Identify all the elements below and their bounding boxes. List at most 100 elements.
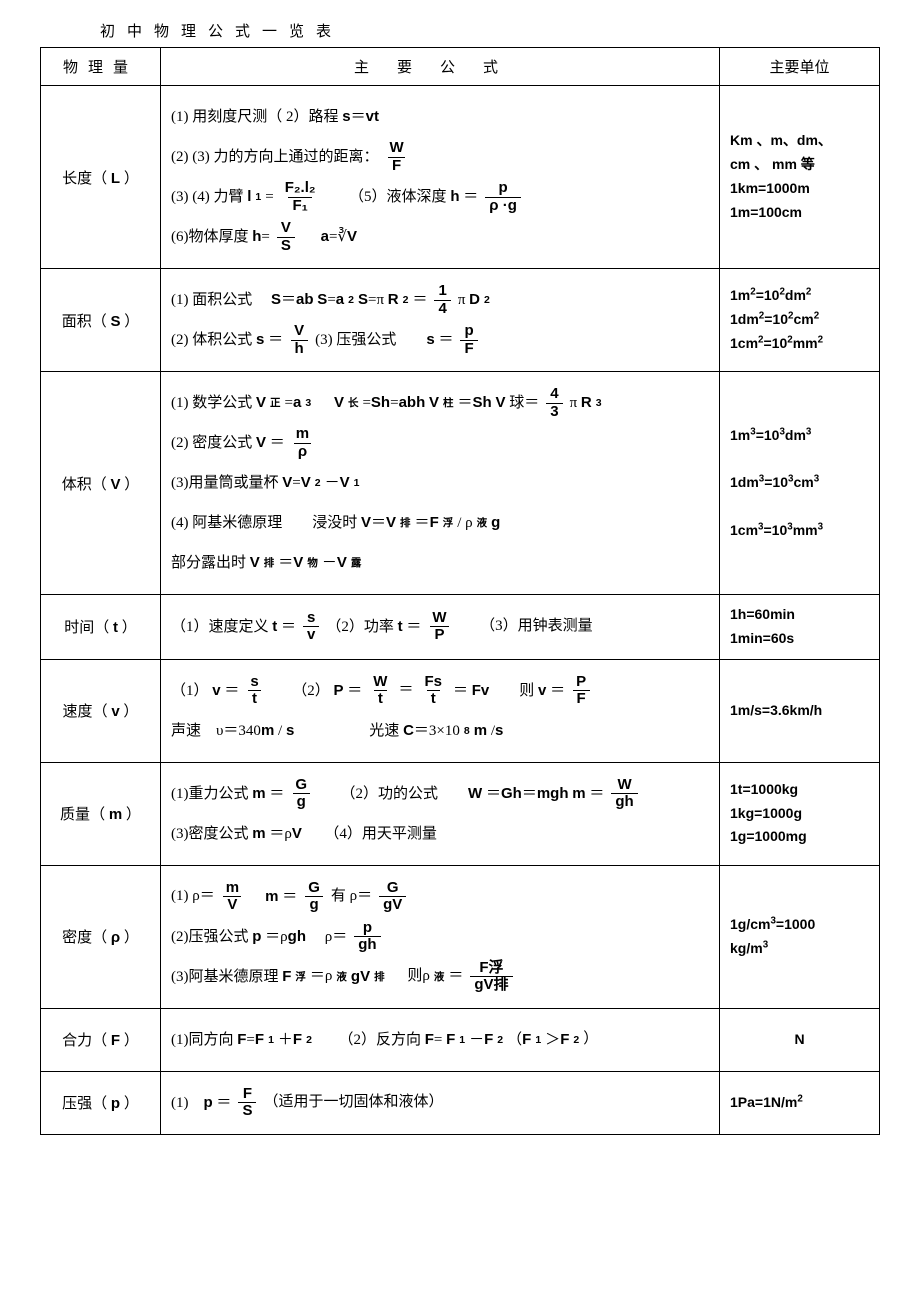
qty-cell: 体积（ V ）: [41, 372, 161, 595]
qty-symbol: L: [111, 170, 120, 187]
qty-symbol: v: [111, 703, 119, 720]
unit-line: 1g=1000mg: [730, 825, 869, 849]
unit-line: 1cm2=102mm2: [730, 332, 869, 356]
formula-cell: (1) p ＝FS （适用于一切固体和液体）: [161, 1071, 720, 1134]
qty-label: 长度: [62, 171, 92, 187]
unit-line: 1t=1000kg: [730, 778, 869, 802]
unit-line: 1kg=1000g: [730, 802, 869, 826]
qty-cell: 合力（ F ）: [41, 1008, 161, 1071]
unit-line: [730, 447, 869, 471]
header-unit: 主要单位: [720, 48, 880, 86]
formula-table: 物理量 主要公式 主要单位 长度（ L ）(1) 用刻度尺测（ 2）路程 s＝v…: [40, 47, 880, 1135]
qty-label: 体积: [62, 477, 92, 493]
unit-cell: 1m3=103dm3 1dm3=103cm3 1cm3=103mm3: [720, 372, 880, 595]
formula-line: (1) 用刻度尺测（ 2）路程 s＝vt: [171, 100, 709, 134]
formula-line: (2)压强公式 p ＝ρgh ρ＝pgh: [171, 920, 709, 954]
qty-symbol: F: [111, 1032, 120, 1049]
unit-line: [730, 495, 869, 519]
unit-line: 1km=1000m: [730, 177, 869, 201]
formula-line: (6)物体厚度 h=VS a=∛V: [171, 220, 709, 254]
formula-cell: （1） v ＝st （2） P ＝Wt ＝ Fst ＝ Fv 则 v ＝PF 声速…: [161, 659, 720, 762]
unit-line: N: [730, 1028, 869, 1052]
formula-line: 部分露出时 V排＝V物－V露: [171, 546, 709, 580]
table-row: 时间（ t ） （1）速度定义 t ＝sv（2）功率 t ＝WP （3）用钟表测量…: [41, 595, 880, 660]
unit-line: 1dm2=102cm2: [730, 308, 869, 332]
table-row: 合力（ F ） (1)同方向 F=F1＋F2 （2）反方向 F= F1－F2（F1…: [41, 1008, 880, 1071]
qty-cell: 长度（ L ）: [41, 86, 161, 269]
formula-line: (1) 面积公式 S＝ab S=a2 S=π R2 ＝ 14 π D2: [171, 283, 709, 317]
unit-line: 1m/s=3.6km/h: [730, 699, 869, 723]
unit-line: 1h=60min: [730, 603, 869, 627]
qty-label: 密度: [62, 930, 92, 946]
header-formula: 主要公式: [161, 48, 720, 86]
unit-line: 1dm3=103cm3: [730, 471, 869, 495]
unit-line: 1cm3=103mm3: [730, 519, 869, 543]
formula-cell: (1)同方向 F=F1＋F2 （2）反方向 F= F1－F2（F1＞F2）: [161, 1008, 720, 1071]
unit-line: kg/m3: [730, 937, 869, 961]
unit-cell: 1t=1000kg1kg=1000g1g=1000mg: [720, 762, 880, 865]
qty-symbol: S: [111, 313, 121, 330]
formula-line: (2) 体积公式 s ＝Vh (3) 压强公式 s ＝pF: [171, 323, 709, 357]
table-row: 速度（ v ）（1） v ＝st （2） P ＝Wt ＝ Fst ＝ Fv 则 …: [41, 659, 880, 762]
qty-cell: 速度（ v ）: [41, 659, 161, 762]
formula-line: (1) ρ＝mV m ＝Gg有 ρ＝GgV: [171, 880, 709, 914]
unit-line: 1m3=103dm3: [730, 424, 869, 448]
unit-cell: 1h=60min1min=60s: [720, 595, 880, 660]
qty-label: 速度: [63, 704, 93, 720]
formula-cell: （1）速度定义 t ＝sv（2）功率 t ＝WP （3）用钟表测量: [161, 595, 720, 660]
qty-symbol: ρ: [111, 929, 120, 946]
formula-line: (2) 密度公式 V ＝mρ: [171, 426, 709, 460]
formula-line: (1)同方向 F=F1＋F2 （2）反方向 F= F1－F2（F1＞F2）: [171, 1023, 709, 1057]
unit-cell: N: [720, 1008, 880, 1071]
table-row: 密度（ ρ ）(1) ρ＝mV m ＝Gg有 ρ＝GgV(2)压强公式 p ＝ρ…: [41, 865, 880, 1008]
formula-line: （1）速度定义 t ＝sv（2）功率 t ＝WP （3）用钟表测量: [171, 610, 709, 644]
formula-cell: (1) 用刻度尺测（ 2）路程 s＝vt (2) (3) 力的方向上通过的距离：W…: [161, 86, 720, 269]
formula-line: (4) 阿基米德原理 浸没时 V＝V排＝F浮/ ρ液g: [171, 506, 709, 540]
qty-symbol: t: [113, 619, 118, 636]
formula-line: (1) 数学公式 V正=a3 V长=Sh=abh V柱＝Sh V 球＝43 π …: [171, 386, 709, 420]
page-title: 初中物理公式一览表: [100, 20, 880, 41]
formula-cell: (1)重力公式 m ＝Gg （2）功的公式 W ＝Gh＝mgh m ＝Wgh (3…: [161, 762, 720, 865]
formula-cell: (1) 面积公式 S＝ab S=a2 S=π R2 ＝ 14 π D2 (2) 体…: [161, 269, 720, 372]
unit-line: 1min=60s: [730, 627, 869, 651]
qty-cell: 质量（ m ）: [41, 762, 161, 865]
table-row: 长度（ L ） (1) 用刻度尺测（ 2）路程 s＝vt (2) (3) 力的方向上…: [41, 86, 880, 269]
formula-line: (3)用量筒或量杯 V=V2－V1: [171, 466, 709, 500]
unit-cell: 1Pa=1N/m2: [720, 1071, 880, 1134]
qty-cell: 时间（ t ）: [41, 595, 161, 660]
unit-cell: Km 、m、dm、cm 、 mm 等1km=1000m1m=100cm: [720, 86, 880, 269]
formula-line: (3)阿基米德原理 F浮＝ρ液gV排 则ρ液＝F浮gV排: [171, 960, 709, 994]
qty-symbol: p: [111, 1095, 120, 1112]
qty-label: 压强: [62, 1096, 92, 1112]
formula-line: (3) (4) 力臂 l1= F₂.l₂F₁ （5）液体深度 h ＝pρ ·g: [171, 180, 709, 214]
unit-line: 1m2=102dm2: [730, 284, 869, 308]
formula-line: (1) p ＝FS （适用于一切固体和液体）: [171, 1086, 709, 1120]
unit-cell: 1m2=102dm21dm2=102cm21cm2=102mm2: [720, 269, 880, 372]
header-qty: 物理量: [41, 48, 161, 86]
qty-cell: 面积（ S ）: [41, 269, 161, 372]
qty-symbol: m: [109, 806, 122, 823]
formula-cell: (1) 数学公式 V正=a3 V长=Sh=abh V柱＝Sh V 球＝43 π …: [161, 372, 720, 595]
formula-line: （1） v ＝st （2） P ＝Wt ＝ Fst ＝ Fv 则 v ＝PF: [171, 674, 709, 708]
qty-label: 质量: [60, 807, 90, 823]
unit-line: 1Pa=1N/m2: [730, 1091, 869, 1115]
formula-line: (3)密度公式 m ＝ρV （4）用天平测量: [171, 817, 709, 851]
formula-cell: (1) ρ＝mV m ＝Gg有 ρ＝GgV (2)压强公式 p ＝ρgh ρ＝pg…: [161, 865, 720, 1008]
formula-line: (2) (3) 力的方向上通过的距离：WF: [171, 140, 709, 174]
formula-line: 声速 υ＝340m / s 光速 C＝3×108 m /s: [171, 714, 709, 748]
header-row: 物理量 主要公式 主要单位: [41, 48, 880, 86]
qty-cell: 压强（ p ）: [41, 1071, 161, 1134]
table-row: 面积（ S ）(1) 面积公式 S＝ab S=a2 S=π R2 ＝ 14 π …: [41, 269, 880, 372]
unit-line: Km 、m、dm、: [730, 129, 869, 153]
unit-cell: 1g/cm3=1000kg/m3: [720, 865, 880, 1008]
table-row: 压强（ p ） (1) p ＝FS （适用于一切固体和液体） 1Pa=1N/m2: [41, 1071, 880, 1134]
formula-line: (1)重力公式 m ＝Gg （2）功的公式 W ＝Gh＝mgh m ＝Wgh: [171, 777, 709, 811]
qty-label: 时间: [64, 620, 94, 636]
table-row: 质量（ m ）(1)重力公式 m ＝Gg （2）功的公式 W ＝Gh＝mgh m…: [41, 762, 880, 865]
unit-line: 1m=100cm: [730, 201, 869, 225]
unit-line: cm 、 mm 等: [730, 153, 869, 177]
qty-symbol: V: [111, 476, 121, 493]
table-row: 体积（ V ） (1) 数学公式 V正=a3 V长=Sh=abh V柱＝Sh V …: [41, 372, 880, 595]
qty-label: 合力: [62, 1033, 92, 1049]
qty-label: 面积: [62, 314, 92, 330]
